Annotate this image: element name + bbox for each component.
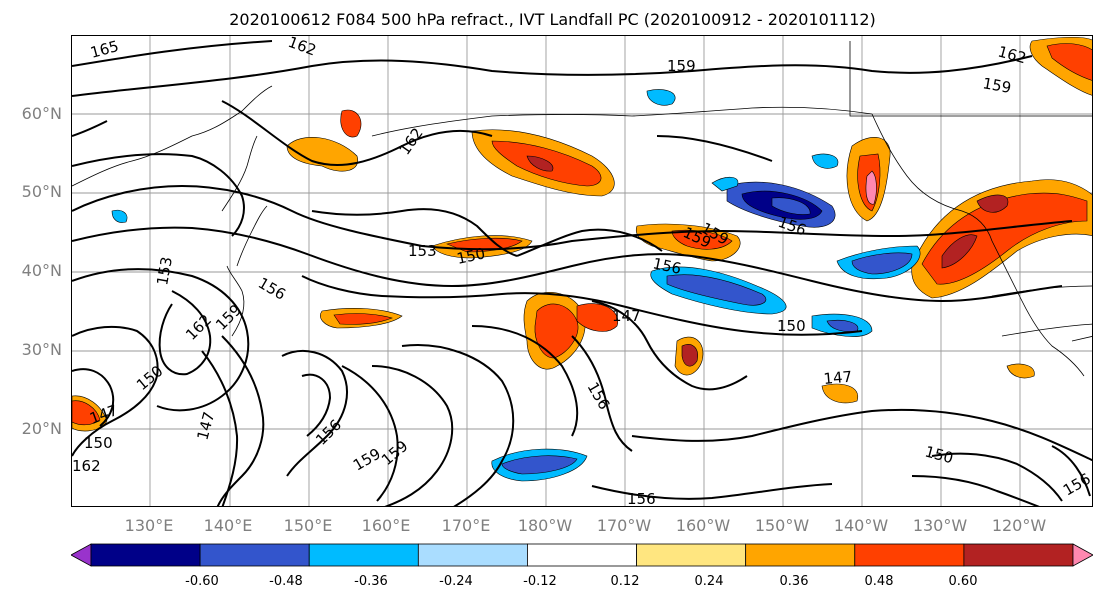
contour-label: 150: [455, 244, 487, 268]
lon-label-140w: 140°W: [833, 516, 889, 535]
contour-label: 153: [153, 255, 176, 286]
contour-label: 150: [923, 442, 955, 467]
lon-label-160w: 160°W: [675, 516, 731, 535]
contour-label: 147: [823, 368, 853, 388]
lon-label-130e: 130°E: [124, 516, 174, 535]
colorbar-segment: [308, 543, 419, 567]
lat-label-20n: 20°N: [21, 419, 62, 438]
lon-label-170e: 170°E: [441, 516, 491, 535]
contour-label: 150: [133, 362, 167, 394]
contour-label: 159: [667, 57, 696, 75]
lon-label-130w: 130°W: [912, 516, 968, 535]
colorbar-segment: [527, 543, 637, 567]
contour-label: 147: [612, 307, 641, 325]
contour-label: 159: [350, 445, 384, 475]
lon-label-180w: 180°W: [517, 516, 573, 535]
lon-label-140e: 140°E: [203, 516, 253, 535]
colorbar-tick: 0.48: [864, 574, 894, 589]
lat-label-50n: 50°N: [21, 182, 62, 201]
lon-label-120w: 120°W: [991, 516, 1047, 535]
colorbar-segment: [963, 543, 1074, 567]
shaded-fields: [72, 36, 1092, 482]
lat-label-40n: 40°N: [21, 261, 62, 280]
colorbar-tick: -0.60: [185, 574, 219, 589]
contour-label: 156: [255, 274, 289, 304]
lat-label-30n: 30°N: [21, 340, 62, 359]
colorbar-tick: 0.36: [779, 574, 809, 589]
contour-label: 162: [72, 457, 101, 475]
contour-label: 162: [286, 36, 319, 60]
contour-label: 156: [1060, 470, 1093, 500]
colorbar-tick: -0.12: [523, 574, 557, 589]
contour-label: 159: [981, 74, 1012, 97]
contour-label: 156: [584, 379, 614, 413]
lon-label-150w: 150°W: [754, 516, 810, 535]
contour-label: 147: [193, 410, 218, 442]
coastlines: [72, 41, 1092, 377]
colorbar-tick: 0.24: [694, 574, 724, 589]
contour-label: 150: [777, 317, 806, 335]
colorbar-segment: [854, 543, 965, 567]
map-panel: 165 162 159 162 159 162 153 150 156 159 …: [71, 35, 1093, 507]
contour-label: 156: [651, 254, 683, 278]
lat-label-60n: 60°N: [21, 104, 62, 123]
colorbar-tick: -0.48: [269, 574, 303, 589]
contour-label: 150: [84, 434, 113, 452]
lon-label-160e: 160°E: [361, 516, 411, 535]
colorbar-tick: -0.36: [354, 574, 388, 589]
colorbar-tick: 0.60: [948, 574, 978, 589]
colorbar-tick: -0.24: [439, 574, 473, 589]
colorbar-extend-high: [1072, 543, 1093, 567]
colorbar-segment: [745, 543, 856, 567]
colorbar-extend-low: [71, 543, 92, 567]
colorbar-segment: [636, 543, 747, 567]
map-canvas: 165 162 159 162 159 162 153 150 156 159 …: [72, 36, 1093, 507]
height-contours: [72, 40, 1092, 506]
contour-label: 153: [408, 242, 437, 260]
lon-label-150e: 150°E: [283, 516, 333, 535]
colorbar: [71, 543, 1093, 567]
colorbar-segment: [90, 543, 201, 567]
map-title: 2020100612 F084 500 hPa refract., IVT La…: [229, 10, 876, 29]
contour-label: 159: [378, 437, 412, 469]
contour-label: 159: [212, 301, 245, 334]
colorbar-segment: [417, 543, 528, 567]
colorbar-segment: [199, 543, 310, 567]
colorbar-tick: 0.12: [610, 574, 640, 589]
lon-label-170w: 170°W: [596, 516, 652, 535]
contour-label: 156: [312, 416, 345, 449]
contour-label: 156: [627, 490, 656, 507]
